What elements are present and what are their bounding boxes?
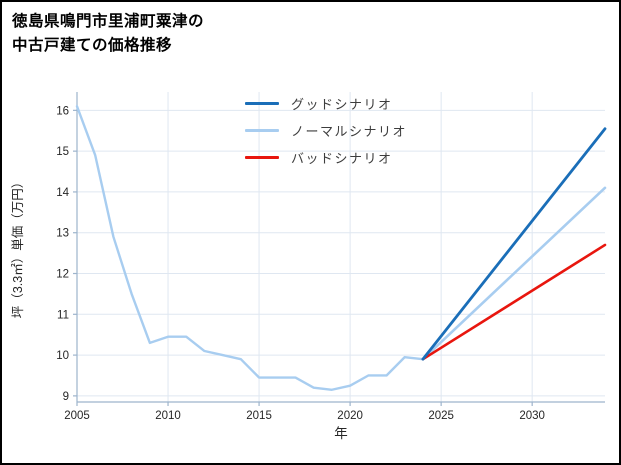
- x-axis-label: 年: [334, 426, 348, 441]
- x-tick-label: 2015: [246, 410, 272, 422]
- series-normal-scenario: [421, 186, 607, 361]
- series-good-scenario: [421, 127, 607, 361]
- x-tick-label: 2030: [519, 410, 545, 422]
- legend: グッドシナリオ ノーマルシナリオ バッドシナリオ: [245, 94, 407, 166]
- x-tick-label: 2020: [337, 410, 363, 422]
- y-tick-label: 9: [63, 391, 69, 403]
- legend-item-good-scenario: グッドシナリオ: [245, 94, 407, 112]
- chart-title-line1: 徳島県鳴門市里浦町粟津の: [12, 13, 205, 30]
- x-tick-label: 2005: [64, 410, 90, 422]
- y-tick-label: 11: [57, 309, 69, 321]
- legend-item-normal-scenario: ノーマルシナリオ: [245, 121, 407, 139]
- y-tick-label: 15: [56, 146, 69, 158]
- chart-title-line2: 中古戸建ての価格推移: [12, 37, 173, 55]
- chart-title: 徳島県鳴門市里浦町粟津の 中古戸建ての価格推移: [12, 10, 204, 58]
- y-tick-label: 12: [56, 269, 69, 281]
- y-tick-label: 14: [56, 187, 69, 199]
- legend-swatch-good-scenario: [245, 101, 279, 105]
- y-tick-label: 10: [56, 350, 69, 362]
- x-tick-label: 2025: [428, 410, 454, 422]
- legend-item-bad-scenario: バッドシナリオ: [245, 148, 407, 166]
- legend-swatch-normal-scenario: [245, 128, 279, 132]
- legend-label-normal-scenario: ノーマルシナリオ: [291, 123, 408, 139]
- legend-swatch-bad-scenario: [245, 155, 279, 159]
- series-history: [75, 105, 425, 391]
- x-tick-label: 2010: [155, 410, 181, 422]
- y-axis-label: 坪（3.3㎡）単価（万円）: [11, 176, 25, 318]
- legend-label-bad-scenario: バッドシナリオ: [291, 150, 393, 166]
- legend-label-good-scenario: グッドシナリオ: [291, 96, 393, 112]
- y-tick-label: 16: [56, 105, 69, 117]
- series-bad-scenario: [421, 243, 607, 361]
- y-tick-label: 13: [56, 228, 69, 240]
